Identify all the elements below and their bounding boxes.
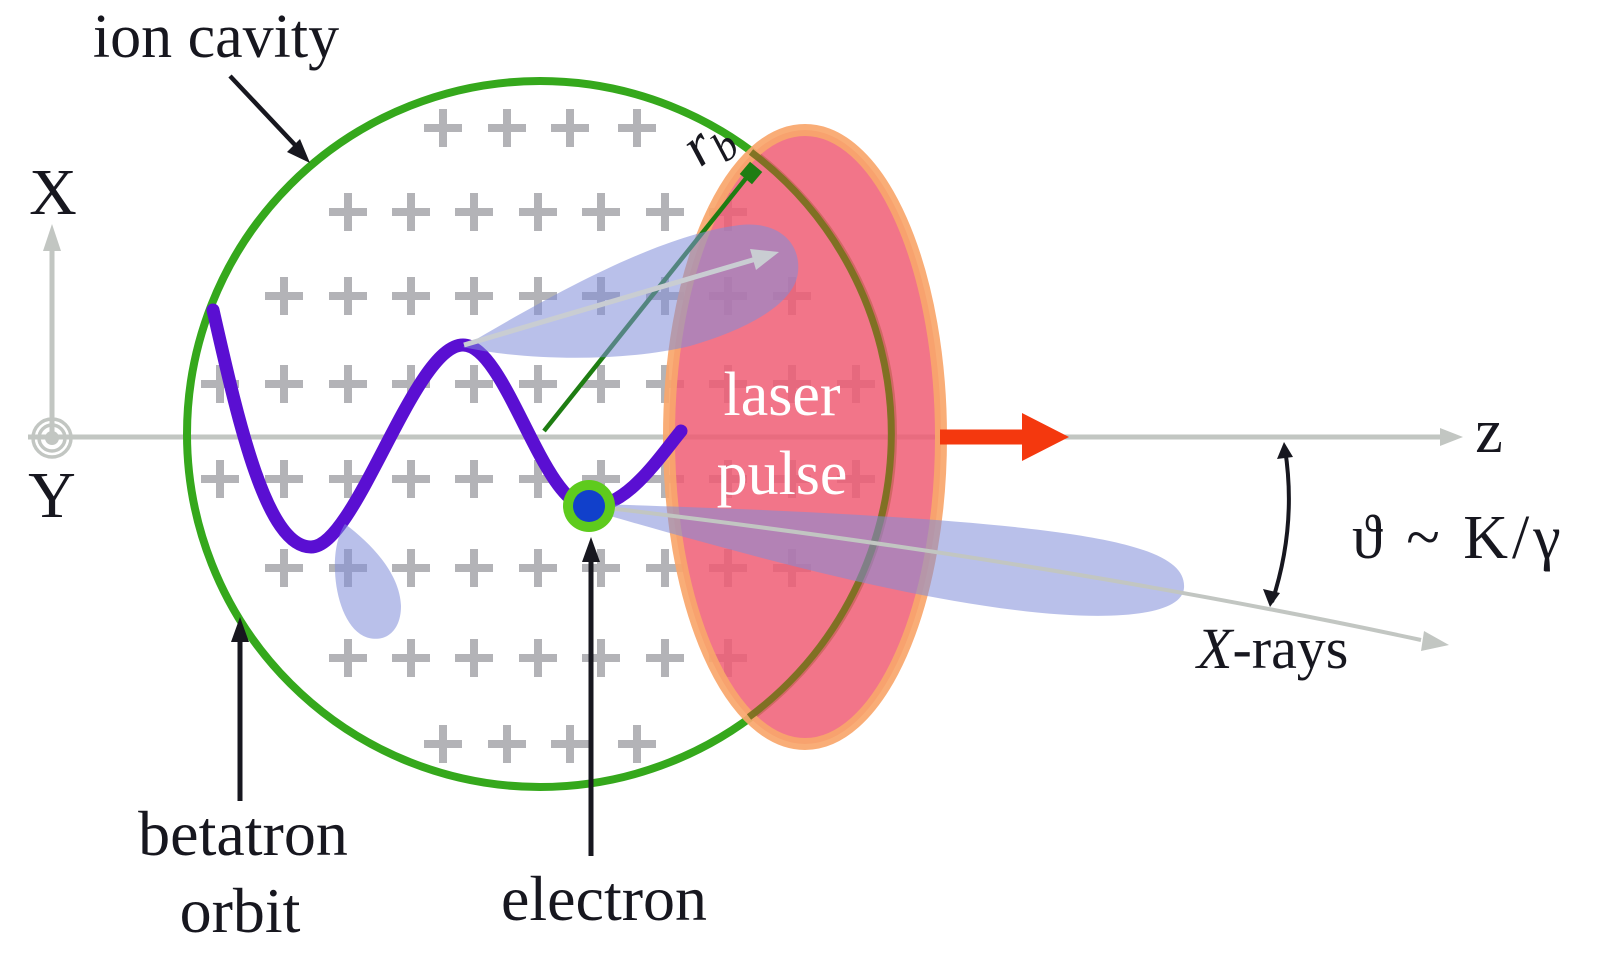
origin-outer-ring-icon — [31, 417, 73, 459]
opening-angle-formula-label: ϑ ~ K/γ — [1352, 504, 1565, 572]
ion-plus-icon — [519, 549, 557, 587]
ion-plus-icon — [488, 109, 526, 147]
cavity-arc-through-laser — [746, 149, 895, 720]
y-axis-label: Y — [28, 459, 76, 532]
ion-plus-icon — [488, 725, 526, 763]
ion-plus-icon — [582, 549, 620, 587]
ion-plus-icon — [329, 277, 367, 315]
ion-plus-icon — [618, 109, 656, 147]
z-axis-label: z — [1475, 398, 1503, 466]
ion-plus-icon — [392, 193, 430, 231]
betatron-orbit-label-line1: betatron — [138, 798, 348, 869]
x-axis-arrowhead-icon — [43, 224, 61, 251]
electron-dot-icon — [573, 490, 605, 522]
ion-plus-icon — [519, 365, 557, 403]
laser-propagation-arrowhead-icon — [1022, 413, 1069, 461]
opening-angle-arc — [1270, 448, 1291, 603]
ion-plus-icon — [582, 365, 620, 403]
ion-plus-icon — [551, 725, 589, 763]
ion-plus-icon — [519, 639, 557, 677]
xrays-label-rest: -rays — [1232, 616, 1348, 681]
ion-plus-icon — [265, 549, 303, 587]
radiation-lobe-upper — [463, 224, 799, 358]
ion-plus-icon — [265, 277, 303, 315]
ion-plus-icon — [519, 193, 557, 231]
ion-plus-icon — [646, 639, 684, 677]
ion-plus-icon — [551, 109, 589, 147]
ion-plus-icon — [455, 365, 493, 403]
electron-label: electron — [501, 863, 707, 934]
ion-plus-icon — [392, 549, 430, 587]
betatron-pointer-arrowhead-icon — [231, 617, 249, 642]
electron-pointer-arrowhead-icon — [582, 537, 600, 562]
ion-plus-icon — [329, 365, 367, 403]
angle-arc-top-arrowhead-icon — [1277, 442, 1293, 459]
ion-plus-icon — [455, 193, 493, 231]
laser-pulse-label-line2: pulse — [717, 440, 848, 508]
ion-plus-icon — [392, 639, 430, 677]
radiation-axis-upper-arrowhead-icon — [750, 249, 779, 270]
ion-plus-icon — [455, 460, 493, 498]
radiation-lobe-small — [334, 524, 401, 639]
xrays-label-x: X — [1195, 616, 1235, 681]
ion-plus-icon — [329, 193, 367, 231]
ion-cavity-pointer-line — [228, 74, 298, 148]
ion-plus-icon — [455, 639, 493, 677]
origin-inner-ring-icon — [37, 423, 67, 453]
ion-plus-icon — [265, 460, 303, 498]
bubble-radius-marker-icon — [739, 161, 763, 185]
y-axis-origin-symbol — [31, 417, 73, 459]
z-axis-arrowhead-icon — [1440, 428, 1463, 446]
radiation-lobe-lower — [596, 504, 1185, 616]
ion-cavity-pointer-arrowhead-icon — [287, 139, 310, 163]
radiation-axis-upper-line — [463, 256, 757, 348]
ion-plus-icon — [265, 365, 303, 403]
xrays-label: X-rays — [1195, 616, 1348, 681]
ion-plus-icon — [582, 639, 620, 677]
x-axis-label: X — [29, 156, 77, 229]
ion-plus-icon — [618, 725, 656, 763]
ion-plus-icon — [201, 460, 239, 498]
laser-pulse-label-line1: laser — [723, 361, 840, 429]
xray-axis-line — [590, 504, 1422, 642]
ion-plus-icon — [424, 109, 462, 147]
ion-plus-icon — [392, 277, 430, 315]
xray-axis-arrowhead-icon — [1421, 631, 1449, 651]
ion-plus-icon — [582, 193, 620, 231]
ion-plus-icon — [646, 193, 684, 231]
betatron-orbit-label-line2: orbit — [180, 875, 301, 946]
origin-dot-icon — [45, 431, 59, 445]
angle-arc-bottom-arrowhead-icon — [1263, 589, 1280, 607]
ion-plus-icon — [455, 277, 493, 315]
ion-plus-icon — [392, 460, 430, 498]
ion-plus-icon — [455, 549, 493, 587]
ion-plus-icon — [424, 725, 462, 763]
ion-plus-icon — [329, 639, 367, 677]
ion-cavity-label: ion cavity — [93, 3, 339, 71]
